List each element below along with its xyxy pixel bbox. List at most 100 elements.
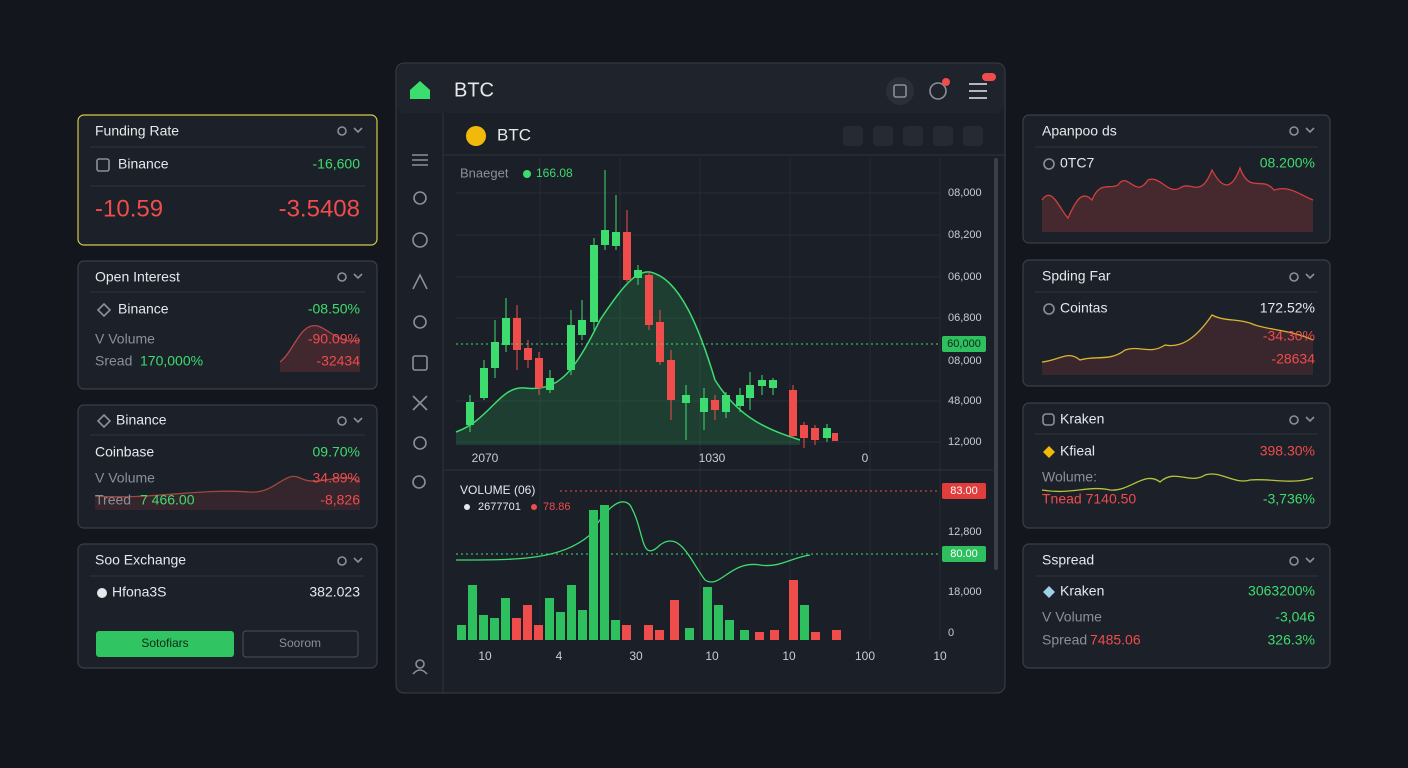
chevron[interactable] — [353, 417, 363, 424]
row-value: 172.52% — [1260, 300, 1315, 316]
candle — [667, 360, 675, 400]
sidebar-icon[interactable] — [413, 315, 427, 329]
icon[interactable] — [1289, 415, 1299, 425]
badge — [982, 73, 996, 81]
volume-bar — [468, 585, 477, 640]
icon[interactable] — [1289, 556, 1299, 566]
chevron[interactable] — [353, 127, 363, 134]
chevron[interactable] — [353, 557, 363, 564]
volume-value: 34.89% — [313, 470, 360, 486]
sidebar-icon[interactable] — [415, 659, 425, 669]
price-label: 08,000 — [948, 355, 982, 367]
price-label: 12,000 — [948, 436, 982, 448]
candle — [535, 358, 543, 388]
price-grid — [456, 158, 941, 640]
panel-title: Binance — [116, 412, 167, 428]
candle — [811, 428, 819, 440]
time-label: 0 — [862, 451, 869, 465]
tool-button[interactable] — [843, 126, 863, 146]
sidebar-icon[interactable] — [412, 475, 426, 489]
candle — [513, 318, 521, 350]
tool-button[interactable] — [903, 126, 923, 146]
chart-window: BTC BTC Bnaeget 166.08 08,000 08,200 06,00… — [395, 62, 1006, 694]
row-label: Cointas — [1060, 300, 1107, 316]
sidebar — [412, 154, 428, 675]
sidebar-icon[interactable] — [412, 273, 428, 290]
scrollbar[interactable] — [994, 158, 998, 570]
volume-label: V Volume — [1042, 609, 1102, 625]
sidebar-icon[interactable] — [412, 395, 428, 411]
chevron[interactable] — [1305, 557, 1315, 564]
icon-button[interactable] — [886, 77, 914, 105]
sparkline-area — [280, 325, 360, 372]
home-icon[interactable] — [410, 81, 430, 99]
panel-title: Soo Exchange — [95, 552, 186, 568]
volume-bar — [755, 632, 764, 640]
volume-bar — [622, 625, 631, 640]
spread-change: -8,826 — [320, 492, 360, 508]
spread-label: Tnead 7140.50 — [1042, 491, 1136, 507]
row-value: -16,600 — [313, 156, 361, 172]
menu-icon[interactable] — [969, 83, 987, 99]
panel-title: Funding Rate — [95, 123, 179, 139]
candle — [634, 270, 642, 278]
sidebar-icon[interactable] — [413, 191, 427, 205]
panel-title: Kraken — [1060, 411, 1104, 427]
candle — [601, 230, 609, 245]
sidebar-icon[interactable] — [412, 232, 428, 248]
primary-button[interactable] — [96, 631, 234, 657]
row-value: 398.30% — [1260, 443, 1315, 459]
volume-time-axis: 10 4 30 10 10 100 10 — [478, 649, 947, 663]
volume-label: 83.00 — [950, 485, 978, 497]
icon[interactable] — [337, 416, 347, 426]
candle — [700, 398, 708, 412]
sidebar-icon[interactable] — [412, 355, 428, 371]
tool-button[interactable] — [963, 126, 983, 146]
panel-frame — [1022, 543, 1331, 669]
price-label: 48,000 — [948, 395, 982, 407]
row-value: 3063200% — [1248, 583, 1315, 599]
icon[interactable] — [1289, 272, 1299, 282]
chevron[interactable] — [1305, 416, 1315, 423]
volume-bar — [703, 587, 712, 640]
spread-value: 7485.06 — [1090, 632, 1141, 648]
volume-bar — [589, 510, 598, 640]
chevron[interactable] — [1305, 127, 1315, 134]
chevron[interactable] — [1305, 273, 1315, 280]
legend-value: 166.08 — [536, 166, 573, 180]
price-label: 06,000 — [948, 271, 982, 283]
row-label: 0TC7 — [1060, 155, 1094, 171]
panel-frame — [77, 260, 378, 390]
time-label: 10 — [782, 649, 796, 663]
volume-bar — [556, 612, 565, 640]
price-marker — [942, 336, 986, 352]
sidebar-icon[interactable] — [412, 154, 428, 166]
spread-change: -3,736% — [1263, 491, 1315, 507]
time-label: 100 — [855, 649, 875, 663]
sidebar-icon[interactable] — [413, 436, 427, 450]
volume-change: 78.86 — [543, 501, 571, 513]
tool-button[interactable] — [933, 126, 953, 146]
exchange-icon — [97, 588, 107, 598]
right-panel: Spding Far Cointas 172.52% -34.30% -2863… — [1022, 259, 1331, 387]
icon[interactable] — [1289, 126, 1299, 136]
price-label: 08,200 — [948, 229, 982, 241]
exchange-icon — [96, 302, 112, 318]
change-value: -34.30% — [1263, 328, 1315, 344]
badge — [942, 78, 950, 86]
volume-bar — [811, 632, 820, 640]
icon[interactable] — [337, 126, 347, 136]
icon-button[interactable] — [929, 82, 947, 100]
window-title: BTC — [454, 79, 494, 101]
candle — [480, 368, 488, 398]
icon[interactable] — [337, 556, 347, 566]
secondary-button[interactable] — [242, 630, 359, 658]
icon[interactable] — [337, 272, 347, 282]
candle — [682, 395, 690, 403]
spread-value: 7 466.00 — [140, 492, 195, 508]
tool-button[interactable] — [873, 126, 893, 146]
big-value: -10.59 — [95, 195, 163, 222]
volume-marker — [942, 483, 986, 499]
chevron[interactable] — [353, 273, 363, 280]
candle — [491, 342, 499, 368]
